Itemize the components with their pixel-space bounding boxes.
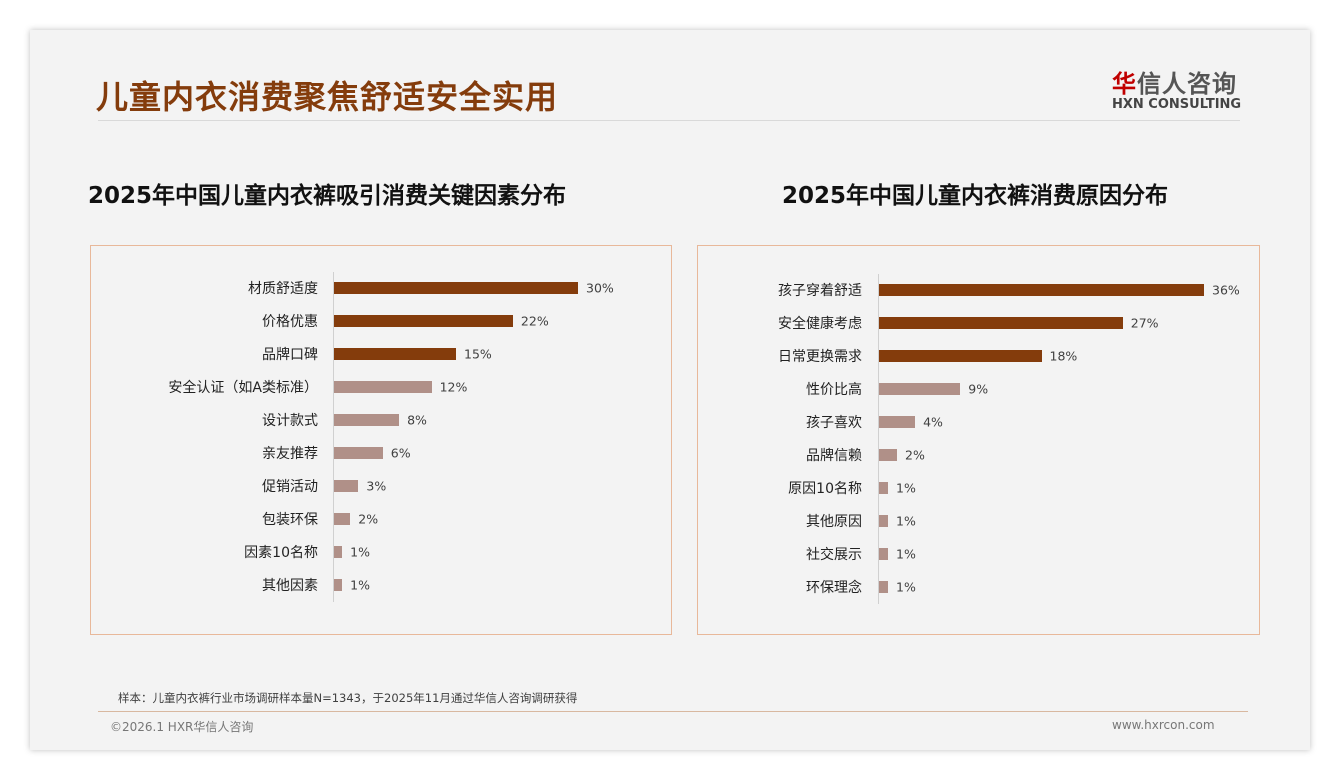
logo-en: HXN CONSULTING (1112, 97, 1242, 112)
bar (879, 416, 916, 428)
data-label: 18% (1049, 348, 1078, 364)
data-label: 1% (350, 544, 370, 560)
data-label: 36% (1212, 282, 1240, 298)
category-label: 社交展示 (806, 547, 862, 563)
category-label: 其他原因 (806, 514, 862, 530)
category-label: 安全健康考虑 (778, 316, 862, 332)
data-label: 30% (586, 280, 614, 296)
data-label: 22% (520, 313, 549, 329)
data-label: 12% (439, 379, 468, 395)
data-label: 4% (923, 414, 943, 430)
category-label: 因素10名称 (244, 545, 318, 561)
bar (334, 282, 578, 294)
data-label: 1% (896, 513, 916, 529)
bar (334, 315, 513, 327)
data-label: 1% (896, 546, 916, 562)
data-label: 1% (350, 577, 370, 593)
logo-cn: 华信人咨询 (1112, 70, 1237, 98)
bar (334, 447, 383, 459)
copyright: ©2026.1 HXR华信人咨询 (110, 720, 254, 734)
data-label: 6% (390, 445, 411, 461)
bar (334, 546, 343, 558)
chart-title-left: 2025年中国儿童内衣裤吸引消费关键因素分布 (88, 183, 567, 209)
bar (879, 383, 961, 395)
bar (334, 381, 432, 393)
data-label: 15% (464, 346, 492, 362)
bar (334, 414, 400, 426)
data-label: 2% (358, 511, 379, 527)
category-label: 价格优惠 (262, 314, 318, 330)
bar (879, 317, 1123, 329)
title-divider (98, 120, 1240, 121)
logo: 华信人咨询 HXN CONSULTING (1112, 64, 1241, 112)
bar (334, 513, 351, 525)
website-link[interactable]: www.hxrcon.com (1112, 718, 1215, 732)
category-label: 品牌口碑 (262, 347, 318, 363)
category-label: 其他因素 (262, 578, 318, 594)
chart-panel-right (697, 245, 1260, 635)
footer-divider (98, 711, 1248, 712)
category-label: 日常更换需求 (778, 349, 862, 365)
category-label: 包装环保 (262, 512, 318, 528)
bar (879, 482, 889, 494)
bar (334, 579, 343, 591)
bar (879, 350, 1042, 362)
sample-note: 样本：儿童内衣裤行业市场调研样本量N=1343，于2025年11月通过华信人咨询… (118, 691, 578, 705)
chart-title-right: 2025年中国儿童内衣裤消费原因分布 (782, 183, 1169, 209)
data-label: 27% (1130, 315, 1159, 331)
category-label: 品牌信赖 (806, 448, 862, 464)
category-label: 孩子穿着舒适 (778, 283, 862, 299)
category-label: 性价比高 (806, 382, 862, 398)
bar (879, 284, 1204, 296)
bar (879, 515, 889, 527)
category-label: 材质舒适度 (248, 281, 318, 297)
bar (879, 449, 898, 461)
data-label: 1% (896, 480, 916, 496)
data-label: 8% (407, 412, 427, 428)
bar (879, 581, 889, 593)
y-axis-line (878, 274, 879, 604)
category-label: 孩子喜欢 (806, 415, 862, 431)
y-axis-line (333, 272, 334, 602)
chart-panel-left (90, 245, 672, 635)
data-label: 3% (366, 478, 387, 494)
data-label: 9% (968, 381, 989, 397)
category-label: 环保理念 (806, 580, 862, 596)
category-label: 设计款式 (262, 413, 318, 429)
bar (334, 348, 456, 360)
data-label: 2% (905, 447, 925, 463)
category-label: 安全认证（如A类标准） (168, 380, 318, 396)
category-label: 亲友推荐 (262, 446, 318, 462)
category-label: 原因10名称 (788, 481, 862, 497)
category-label: 促销活动 (262, 479, 318, 495)
data-label: 1% (896, 579, 916, 595)
page-title: 儿童内衣消费聚焦舒适安全实用 (96, 78, 559, 116)
bar (334, 480, 359, 492)
bar (879, 548, 889, 560)
